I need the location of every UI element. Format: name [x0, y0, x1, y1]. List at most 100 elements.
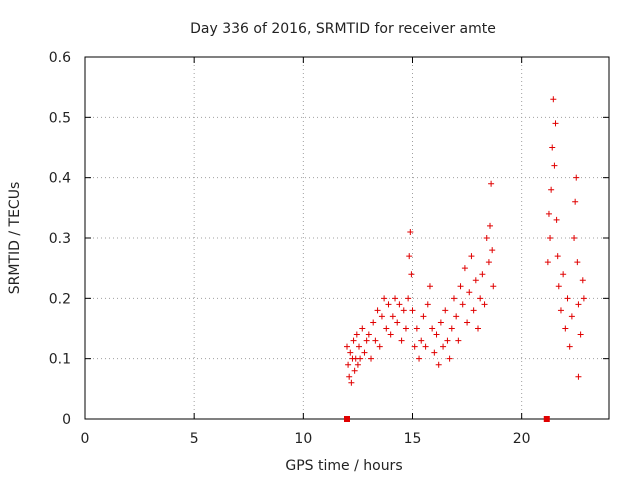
x-tick-label: 20 [513, 431, 531, 447]
data-point [411, 343, 418, 350]
y-tick-label: 0.6 [49, 50, 71, 66]
data-point [359, 325, 366, 332]
data-point [429, 325, 436, 332]
data-point [396, 301, 403, 308]
data-point [488, 180, 495, 187]
data-point [479, 271, 486, 278]
y-tick-label: 0 [62, 412, 71, 428]
data-point [548, 186, 555, 193]
data-point [356, 343, 363, 350]
data-point [573, 174, 580, 181]
data-point [489, 247, 496, 254]
data-point [363, 337, 370, 344]
data-point-square [543, 416, 550, 422]
data-point [387, 331, 394, 338]
data-point [442, 307, 449, 314]
data-point [557, 307, 564, 314]
data-point [351, 367, 358, 374]
data-point [551, 162, 558, 169]
data-point [544, 259, 551, 266]
data-point [381, 295, 388, 302]
data-point [566, 343, 573, 350]
data-point [407, 228, 414, 235]
data-point [361, 349, 368, 356]
data-point [470, 307, 477, 314]
data-point [571, 235, 578, 241]
data-point [490, 283, 497, 290]
y-tick-label: 0.1 [49, 352, 71, 368]
data-point [459, 301, 466, 308]
data-point [549, 144, 556, 151]
data-point [487, 222, 494, 229]
data-point [378, 313, 385, 320]
data-point [547, 235, 554, 241]
data-point [453, 313, 460, 320]
data-point [372, 337, 379, 344]
data-point [580, 295, 587, 302]
data-point [450, 295, 457, 302]
data-point [405, 295, 412, 302]
data-point [431, 349, 438, 356]
data-point [409, 307, 416, 314]
data-point [437, 319, 444, 326]
data-point [365, 331, 372, 338]
data-point [455, 337, 462, 344]
data-point [575, 373, 582, 380]
data-point [424, 301, 431, 308]
data-point [564, 295, 571, 302]
data-point [389, 313, 396, 320]
y-tick-label: 0.2 [49, 291, 71, 307]
x-tick-label: 5 [190, 431, 199, 447]
chart-title: Day 336 of 2016, SRMTID for receiver amt… [190, 21, 496, 37]
data-point [353, 331, 360, 338]
data-point [475, 325, 481, 332]
data-point [433, 331, 440, 338]
data-point [348, 379, 355, 386]
data-point [545, 210, 552, 217]
data-point [426, 283, 433, 290]
y-tick-label: 0.3 [49, 231, 71, 247]
data-point [440, 343, 447, 350]
data-point [400, 307, 407, 314]
data-point [385, 301, 392, 308]
data-point [466, 289, 473, 296]
data-point [461, 265, 468, 272]
data-point [574, 259, 581, 266]
data-point [357, 355, 364, 362]
data-point [472, 277, 479, 284]
y-tick-labels: 0 0.1 0.2 0.3 0.4 0.5 0.6 [49, 50, 71, 428]
data-point [402, 325, 409, 332]
data-point [577, 331, 584, 338]
data-point [552, 120, 559, 127]
data-point [398, 337, 405, 344]
data-point [468, 253, 475, 260]
grid-lines [84, 56, 609, 420]
data-point [435, 361, 442, 368]
data-point [418, 337, 425, 344]
data-point [383, 325, 390, 332]
data-point [457, 283, 464, 290]
data-point [354, 361, 361, 368]
data-point [464, 319, 471, 326]
x-tick-label: 10 [294, 431, 312, 447]
data-point [416, 355, 423, 362]
x-tick-label: 0 [81, 431, 90, 447]
data-point [413, 325, 420, 332]
data-point [346, 373, 353, 380]
data-point [376, 343, 383, 350]
data-point [420, 313, 427, 320]
data-point [560, 271, 567, 278]
data-point [562, 325, 569, 332]
data-point [370, 319, 377, 326]
data-point-square [344, 416, 350, 422]
x-axis-label: GPS time / hours [285, 458, 402, 474]
y-tick-label: 0.4 [49, 171, 71, 187]
data-point [374, 307, 381, 314]
data-point [550, 96, 557, 103]
data-point [350, 337, 357, 344]
data-point [408, 271, 415, 278]
data-point [347, 349, 354, 356]
data-point [392, 295, 399, 302]
data-points [344, 96, 587, 422]
